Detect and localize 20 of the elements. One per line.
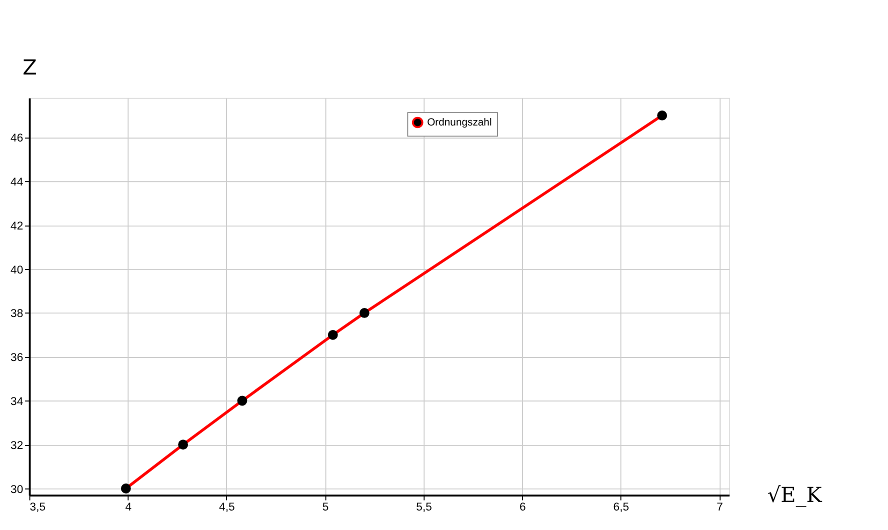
x-tick-label: 4	[125, 502, 132, 514]
x-axis-title: √E_K	[767, 483, 822, 508]
y-tick-label: 36	[10, 352, 24, 364]
x-tick-label: 4,5	[219, 502, 235, 514]
y-tick-label: 30	[10, 484, 24, 496]
x-tick-label: 5	[322, 502, 329, 514]
x-tick-label: 7	[716, 502, 723, 514]
x-tick-label: 5,5	[416, 502, 432, 514]
y-axis-title: Z	[22, 56, 37, 80]
y-tick-label: 34	[10, 396, 24, 408]
legend-label: Ordnungszahl	[427, 117, 492, 128]
y-tick-label: 42	[10, 220, 24, 232]
y-tick-label: 40	[10, 264, 24, 276]
y-tick-label: 46	[10, 132, 24, 145]
y-tick-label: 38	[10, 308, 24, 320]
x-tick-label: 3,5	[30, 502, 46, 514]
y-tick-label: 44	[10, 176, 24, 189]
x-tick-label: 6	[519, 502, 526, 514]
x-tick-label: 6,5	[613, 502, 630, 514]
y-tick-label: 32	[10, 440, 24, 452]
